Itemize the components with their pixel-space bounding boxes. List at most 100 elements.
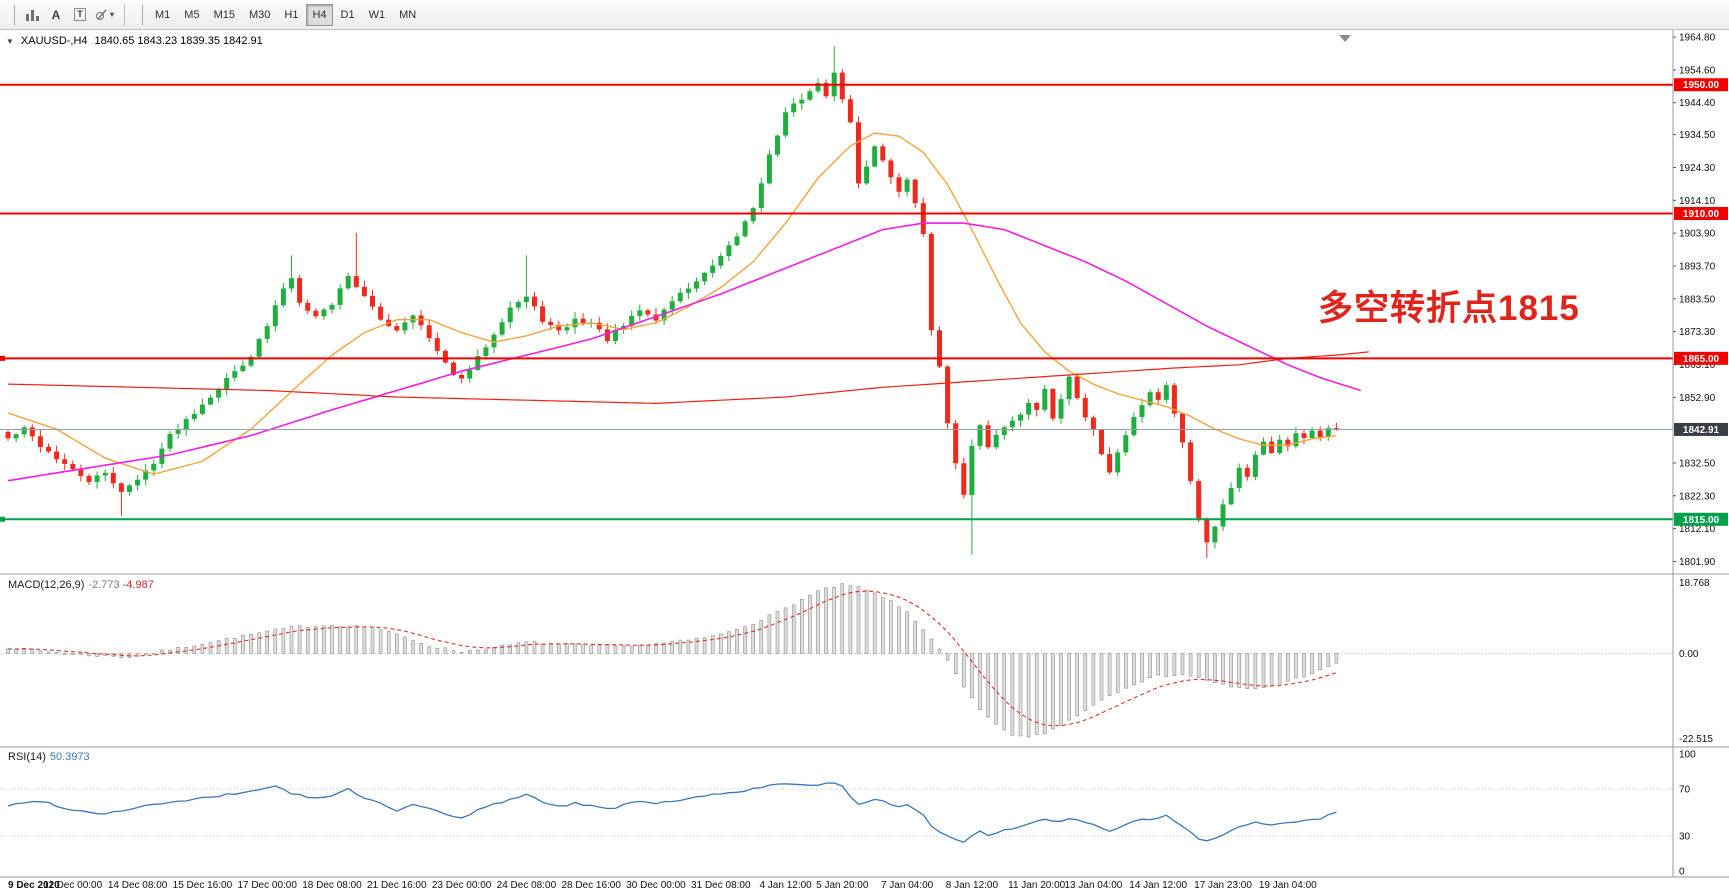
macd-main-value: -2.773 bbox=[88, 579, 120, 591]
text-tool-icon: A bbox=[51, 7, 61, 22]
svg-text:14 Jan 12:00: 14 Jan 12:00 bbox=[1129, 880, 1187, 891]
shapes-tool-button[interactable]: ▾ bbox=[92, 3, 117, 27]
svg-text:1964.80: 1964.80 bbox=[1679, 33, 1716, 44]
text-label-tool-button[interactable]: T bbox=[68, 3, 92, 27]
chart-background bbox=[0, 30, 1729, 894]
svg-text:23 Dec 00:00: 23 Dec 00:00 bbox=[432, 880, 492, 891]
svg-text:1873.30: 1873.30 bbox=[1679, 327, 1716, 338]
macd-scale-label: -22.515 bbox=[1679, 734, 1713, 745]
timeframe-button-h1[interactable]: H1 bbox=[278, 4, 304, 26]
svg-text:1934.50: 1934.50 bbox=[1679, 130, 1716, 141]
svg-text:14 Dec 08:00: 14 Dec 08:00 bbox=[108, 880, 168, 891]
svg-text:1815.00: 1815.00 bbox=[1683, 515, 1720, 526]
top-toolbar: A T ▾ M1 M5 M15 M30 H1 H4 D1 W1 MN bbox=[0, 0, 1729, 30]
svg-text:1812.10: 1812.10 bbox=[1679, 524, 1716, 535]
ma-long-red bbox=[7, 351, 1369, 405]
symbol-period-text: XAUUSD-,H4 bbox=[20, 35, 88, 47]
svg-text:17 Jan 23:00: 17 Jan 23:00 bbox=[1194, 880, 1252, 891]
rsi-value: 50.3973 bbox=[49, 751, 90, 763]
macd-signal-line bbox=[7, 590, 1337, 727]
caret-down-icon: ▾ bbox=[110, 10, 115, 19]
svg-text:1903.90: 1903.90 bbox=[1679, 229, 1716, 240]
svg-text:1863.10: 1863.10 bbox=[1679, 360, 1716, 371]
timeframe-toolbar-grip[interactable] bbox=[137, 4, 144, 25]
svg-text:1865.00: 1865.00 bbox=[1683, 354, 1720, 365]
timeframe-button-mn[interactable]: MN bbox=[393, 4, 422, 26]
chart-shift-marker-icon[interactable] bbox=[1339, 35, 1351, 42]
chart-canvas[interactable]: 1964.80 1954.60 1944.40 1934.50 1924.30 1914.… bbox=[0, 30, 1729, 894]
text-tool-button[interactable]: A bbox=[44, 3, 68, 27]
svg-text:13 Jan 04:00: 13 Jan 04:00 bbox=[1064, 880, 1122, 891]
svg-text:30 Dec 00:00: 30 Dec 00:00 bbox=[626, 880, 686, 891]
timeframe-button-h4[interactable]: H4 bbox=[306, 3, 333, 26]
macd-scale-label: 18.768 bbox=[1679, 578, 1710, 589]
svg-text:5 Jan 20:00: 5 Jan 20:00 bbox=[816, 880, 869, 891]
macd-signal-value: -4.987 bbox=[122, 579, 154, 591]
bar-chart-tool-button[interactable] bbox=[20, 3, 44, 27]
shapes-tool-icon bbox=[96, 9, 107, 20]
svg-text:1822.30: 1822.30 bbox=[1679, 491, 1716, 502]
svg-text:28 Dec 16:00: 28 Dec 16:00 bbox=[561, 880, 621, 891]
svg-text:1924.30: 1924.30 bbox=[1679, 163, 1716, 174]
svg-text:1832.50: 1832.50 bbox=[1679, 458, 1716, 469]
rsi-scale-label: 0 bbox=[1679, 867, 1685, 878]
chart-area[interactable]: 1964.80 1954.60 1944.40 1934.50 1924.30 1914.… bbox=[0, 30, 1729, 894]
hline-handle-1865.00[interactable] bbox=[0, 355, 5, 361]
bar-chart-icon bbox=[26, 9, 39, 21]
macd-scale-label: 0.00 bbox=[1679, 649, 1699, 660]
timeframe-toolbar: M1 M5 M15 M30 H1 H4 D1 W1 MN bbox=[148, 3, 423, 26]
svg-text:1842.91: 1842.91 bbox=[1683, 425, 1720, 436]
price-tag-1910.00: 1910.00 bbox=[1674, 206, 1728, 220]
svg-text:31 Dec 08:00: 31 Dec 08:00 bbox=[691, 880, 751, 891]
timeframe-button-m5[interactable]: M5 bbox=[178, 4, 205, 26]
svg-text:1954.60: 1954.60 bbox=[1679, 65, 1716, 76]
timeframe-button-m1[interactable]: M1 bbox=[149, 4, 176, 26]
svg-text:1852.90: 1852.90 bbox=[1679, 393, 1716, 404]
svg-text:7 Jan 04:00: 7 Jan 04:00 bbox=[881, 880, 934, 891]
rsi-indicator-label: RSI(14) 50.3973 bbox=[8, 751, 90, 763]
price-axis[interactable]: 1964.80 1954.60 1944.40 1934.50 1924.30 1914.… bbox=[1673, 33, 1716, 568]
symbol-dropdown-icon[interactable]: ▼ bbox=[6, 36, 14, 46]
rsi-scale-label: 30 bbox=[1679, 831, 1691, 842]
svg-text:1801.90: 1801.90 bbox=[1679, 557, 1716, 568]
ohlc-values: 1840.65 1843.23 1839.35 1842.91 bbox=[94, 35, 263, 47]
svg-text:11 Jan 20:00: 11 Jan 20:00 bbox=[1008, 880, 1066, 891]
macd-name: MACD(12,26,9) bbox=[8, 579, 85, 591]
rsi-name: RSI(14) bbox=[8, 751, 46, 763]
macd-histogram bbox=[6, 583, 1339, 738]
timeframe-button-d1[interactable]: D1 bbox=[335, 4, 361, 26]
current-price-tag: 1842.91 bbox=[1674, 422, 1728, 436]
candlestick-series bbox=[5, 46, 1339, 558]
timeframe-button-m30[interactable]: M30 bbox=[243, 4, 276, 26]
svg-text:17 Dec 00:00: 17 Dec 00:00 bbox=[237, 880, 297, 891]
timeframe-button-w1[interactable]: W1 bbox=[363, 4, 392, 26]
price-tag-1950.00: 1950.00 bbox=[1674, 78, 1728, 92]
svg-text:4 Jan 12:00: 4 Jan 12:00 bbox=[759, 880, 812, 891]
svg-text:11 Dec 00:00: 11 Dec 00:00 bbox=[43, 880, 102, 891]
svg-text:1893.70: 1893.70 bbox=[1679, 261, 1716, 272]
svg-text:1950.00: 1950.00 bbox=[1683, 80, 1720, 91]
svg-text:24 Dec 08:00: 24 Dec 08:00 bbox=[497, 880, 557, 891]
price-tag-1815.00: 1815.00 bbox=[1674, 512, 1728, 526]
macd-indicator-label: MACD(12,26,9) -2.773 -4.987 bbox=[8, 579, 154, 591]
ma-slow-magenta bbox=[7, 222, 1361, 482]
annotation-text[interactable]: 多空转折点1815 bbox=[1318, 289, 1580, 328]
svg-text:1883.50: 1883.50 bbox=[1679, 294, 1716, 305]
symbol-ohlc-label: ▼ XAUUSD-,H4 1840.65 1843.23 1839.35 184… bbox=[6, 35, 263, 47]
svg-text:8 Jan 12:00: 8 Jan 12:00 bbox=[946, 880, 999, 891]
svg-text:1914.10: 1914.10 bbox=[1679, 196, 1716, 207]
hline-handle-1815.00[interactable] bbox=[0, 516, 5, 522]
svg-text:9 Dec 2020: 9 Dec 2020 bbox=[8, 880, 60, 891]
svg-text:1910.00: 1910.00 bbox=[1683, 209, 1720, 220]
svg-text:15 Dec 16:00: 15 Dec 16:00 bbox=[173, 880, 233, 891]
timeframe-button-m15[interactable]: M15 bbox=[208, 4, 241, 26]
svg-text:19 Jan 04:00: 19 Jan 04:00 bbox=[1259, 880, 1317, 891]
text-label-tool-icon: T bbox=[74, 8, 86, 21]
ma-fast-orange bbox=[7, 132, 1337, 475]
rsi-scale-label: 100 bbox=[1679, 749, 1696, 760]
toolbar-separator bbox=[124, 3, 126, 26]
toolbar-grip[interactable] bbox=[9, 4, 15, 25]
price-tag-1865.00: 1865.00 bbox=[1674, 351, 1728, 365]
